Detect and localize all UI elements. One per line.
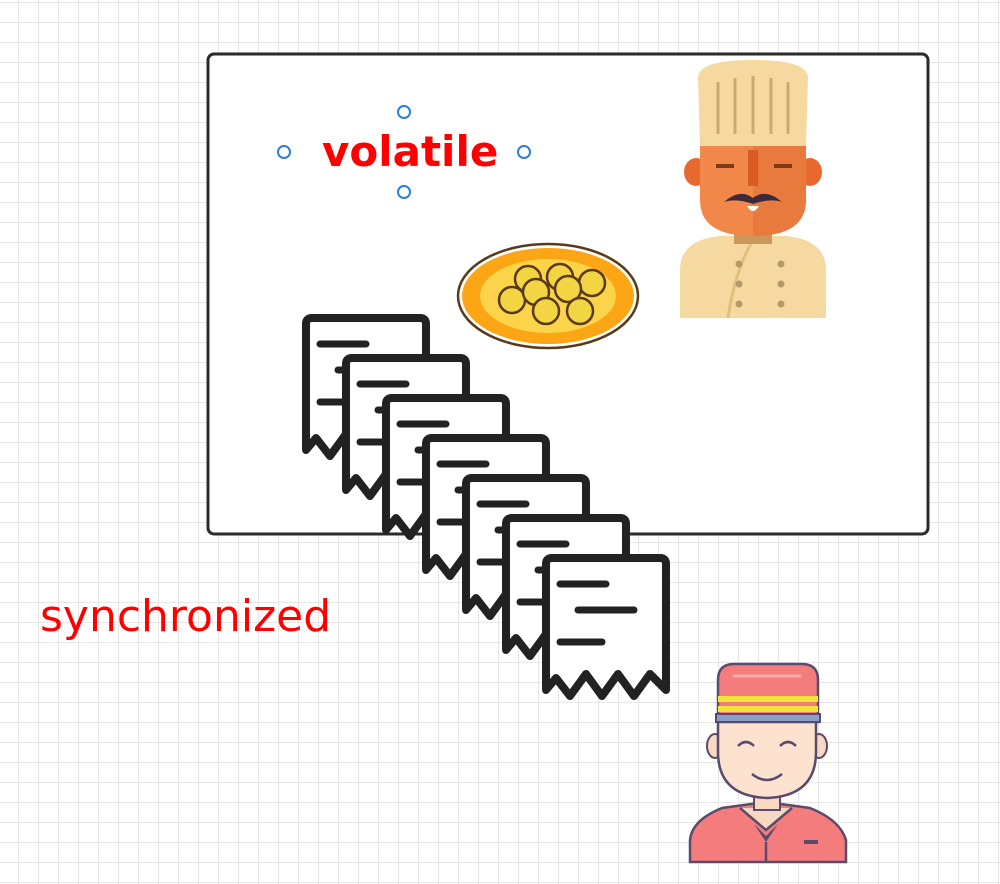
dish-icon [456, 242, 640, 350]
selection-handles[interactable] [277, 105, 531, 199]
waiter-icon [688, 662, 848, 864]
handle-bottom[interactable] [397, 185, 411, 199]
synchronized-label[interactable]: synchronized [40, 591, 332, 642]
chef-icon [680, 60, 826, 319]
handle-right[interactable] [517, 145, 531, 159]
handle-left[interactable] [277, 145, 291, 159]
handle-top[interactable] [397, 105, 411, 119]
volatile-label[interactable]: volatile [322, 127, 499, 176]
receipt-icon [546, 558, 666, 696]
